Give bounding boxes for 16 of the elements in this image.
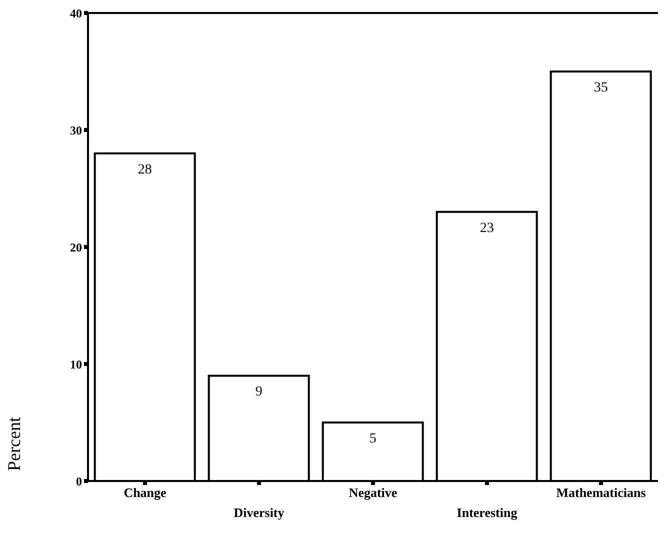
data-label: 35 <box>594 80 608 96</box>
y-tick-label: 0 <box>76 474 82 488</box>
y-tick-label: 40 <box>70 6 82 20</box>
x-tick-label: Negative <box>348 485 398 500</box>
x-tick-label: Diversity <box>234 505 285 520</box>
data-label: 5 <box>369 431 376 446</box>
data-label: 23 <box>480 220 494 236</box>
y-axis-title: Percent <box>4 417 24 471</box>
data-label: 9 <box>255 384 262 400</box>
x-tick-label: Interesting <box>456 505 518 520</box>
x-tick-label: Change <box>124 485 167 500</box>
x-tick-label: Mathematicians <box>556 485 646 500</box>
y-tick-label: 10 <box>70 357 82 372</box>
y-tick-label: 20 <box>70 240 82 254</box>
y-tick-label: 30 <box>70 123 82 138</box>
data-label: 28 <box>138 162 152 178</box>
